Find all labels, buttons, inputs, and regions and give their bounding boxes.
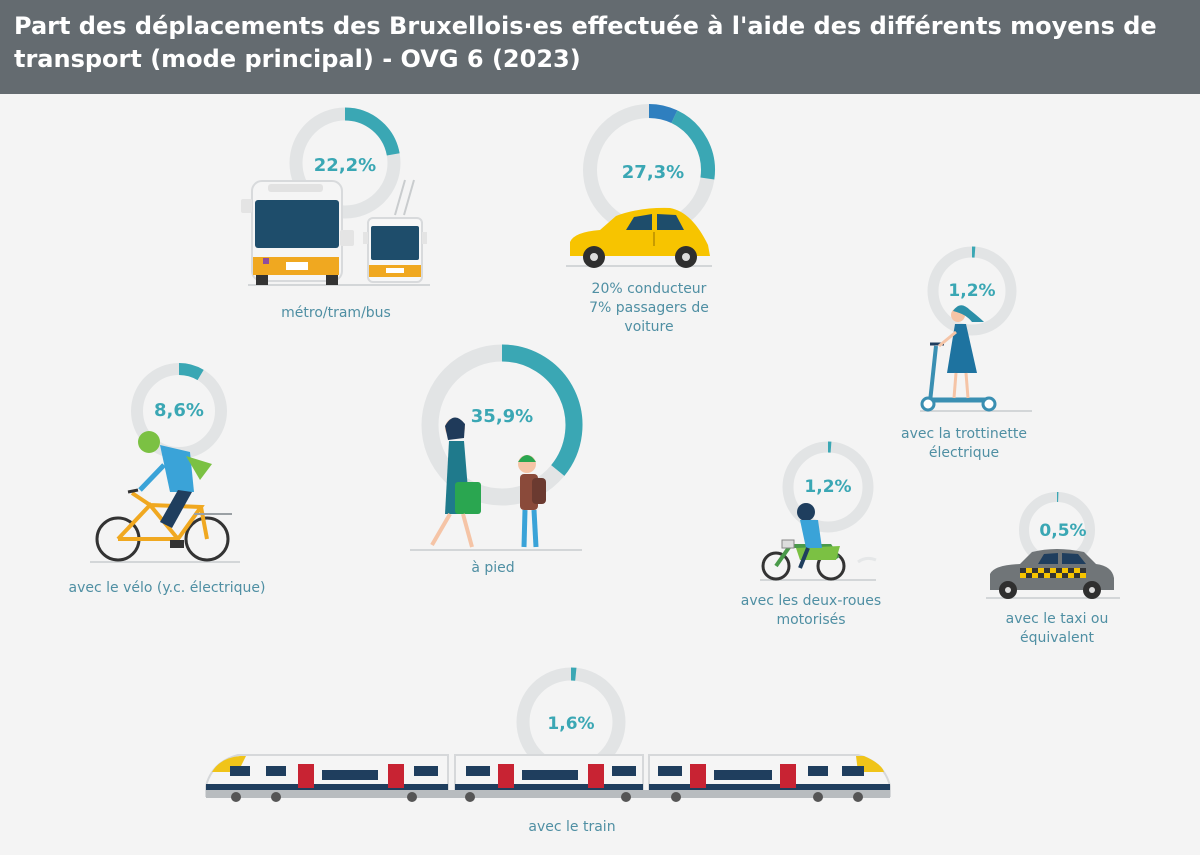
value-label-walk: 35,9%: [471, 406, 533, 427]
bicycle-icon: [90, 431, 240, 563]
ring-arc-bike: [178, 363, 204, 381]
ring-arc-car-0: [648, 104, 678, 124]
title-bar: Part des déplacements des Bruxellois·es …: [0, 0, 1200, 94]
caption-car-line-3: voiture: [624, 319, 673, 335]
bus-tram-icon: [241, 179, 430, 286]
caption-walk: à pied: [471, 560, 514, 576]
caption-scooter-line-2: électrique: [929, 445, 999, 461]
caption-train: avec le train: [528, 819, 615, 835]
train-icon: [205, 754, 891, 802]
value-label-moto: 1,2%: [804, 477, 851, 497]
caption-scooter-line-1: avec la trottinette: [901, 426, 1027, 442]
motorbike-icon: [760, 503, 877, 581]
ring-arc-car-1: [671, 110, 715, 180]
caption-taxi-line-1: avec le taxi ou: [1006, 611, 1109, 627]
caption-moto-line-1: avec les deux-roues: [741, 593, 881, 609]
taxi-icon: [986, 549, 1120, 599]
taxi-checker-pattern: [1020, 568, 1086, 578]
pedestrians-icon: [410, 417, 582, 551]
value-label-bike: 8,6%: [154, 400, 204, 421]
caption-public: métro/tram/bus: [281, 305, 391, 321]
caption-bike: avec le vélo (y.c. électrique): [69, 580, 266, 596]
caption-taxi-line-2: équivalent: [1020, 630, 1095, 646]
electric-scooter-icon: [920, 305, 1032, 412]
caption-car-line-1: 20% conducteur: [592, 281, 707, 297]
value-label-train: 1,6%: [547, 714, 594, 734]
car-icon: [566, 207, 712, 268]
value-label-car: 27,3%: [622, 162, 684, 183]
caption-moto-line-2: motorisés: [776, 612, 845, 628]
chart-title: Part des déplacements des Bruxellois·es …: [14, 12, 1157, 73]
ring-arc-walk: [501, 344, 583, 476]
value-label-scooter: 1,2%: [948, 281, 995, 301]
ring-arc-public: [344, 107, 400, 156]
value-label-public: 22,2%: [314, 155, 376, 176]
caption-car-line-2: 7% passagers de: [589, 300, 709, 316]
value-label-taxi: 0,5%: [1039, 521, 1086, 541]
